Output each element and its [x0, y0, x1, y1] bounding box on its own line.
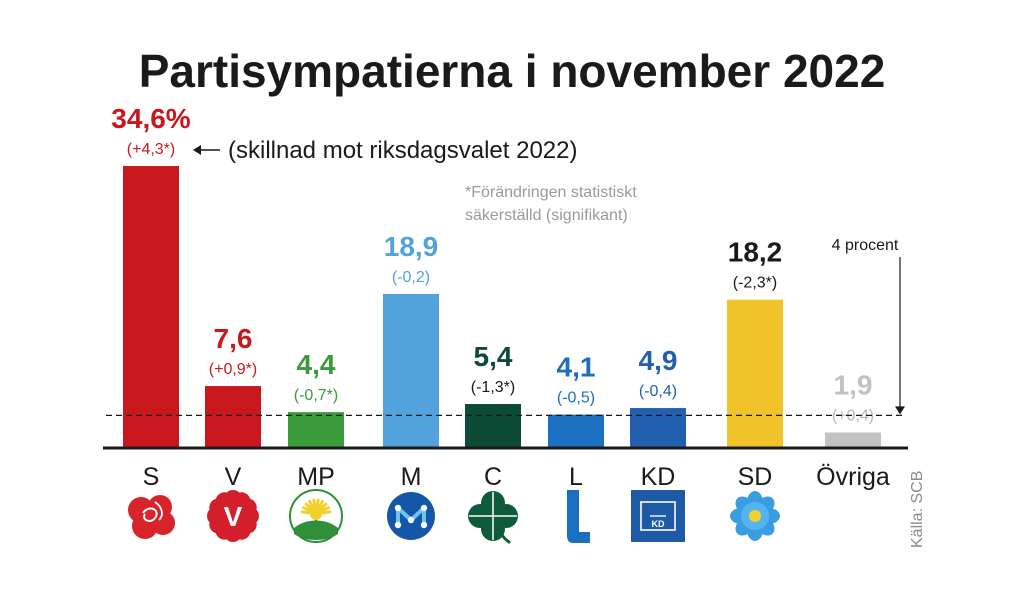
value-label-l: 4,1 — [557, 352, 596, 383]
bar-group-vriga: 1,9 (+0,4) Övriga — [816, 370, 890, 491]
category-label-v: V — [225, 463, 242, 491]
change-label-c: (-1,3*) — [471, 379, 515, 396]
change-label-kd: (-0,4) — [639, 383, 677, 400]
value-label-s: 34,6% — [111, 103, 190, 134]
bar-group-kd: 4,9 (-0,4) KD — [630, 345, 686, 491]
value-label-m: 18,9 — [384, 231, 439, 262]
change-label-v: (+0,9*) — [209, 361, 257, 378]
bar-v — [205, 386, 261, 448]
change-label-mp: (-0,7*) — [294, 387, 338, 404]
bar-group-sd: 18,2 (-2,3*) SD — [727, 237, 783, 491]
value-label-mp: 4,4 — [297, 349, 336, 380]
bar-mp — [288, 412, 344, 448]
source-credit: Källa: SCB — [909, 471, 926, 548]
threshold-label: 4 procent — [832, 237, 899, 254]
threshold-arrow-head — [895, 406, 905, 415]
sd-hepatica-icon — [730, 491, 780, 541]
bar-l — [548, 414, 604, 448]
value-label-kd: 4,9 — [639, 345, 678, 376]
category-label-l: L — [569, 463, 583, 491]
bar-kd — [630, 408, 686, 448]
bar-group-s: 34,6% (+4,3*) S — [111, 103, 190, 491]
change-label-vriga: (+0,4) — [832, 408, 874, 425]
value-label-v: 7,6 — [214, 323, 253, 354]
bar-s — [123, 166, 179, 448]
category-label-kd: KD — [641, 463, 676, 491]
change-explanation-arrow — [193, 145, 220, 155]
kd-logo-icon: KD — [631, 490, 685, 542]
change-label-l: (-0,5) — [557, 390, 595, 407]
category-label-c: C — [484, 463, 502, 491]
bar-vriga — [825, 432, 881, 448]
bar-m — [383, 293, 439, 448]
category-label-vriga: Övriga — [816, 463, 890, 491]
category-label-m: M — [401, 463, 422, 491]
bars: 34,6% (+4,3*) S 7,6 (+0,9*) V 4,4 (-0,7*) MP 18,9… — [111, 103, 890, 491]
value-label-sd: 18,2 — [728, 237, 783, 268]
bar-group-m: 18,9 (-0,2) M — [383, 231, 439, 491]
m-logo-icon — [387, 492, 435, 540]
footnote-line-1: *Förändringen statistiskt — [465, 184, 637, 201]
change-label-s: (+4,3*) — [127, 141, 175, 158]
footnote-line-2: säkerställd (signifikant) — [465, 207, 628, 224]
l-logo-icon — [567, 490, 590, 543]
bar-group-v: 7,6 (+0,9*) V — [205, 323, 261, 491]
mp-dandelion-icon — [289, 489, 343, 543]
category-label-s: S — [143, 463, 160, 491]
v-carnation-icon: V — [207, 490, 259, 542]
change-explanation: (skillnad mot riksdagsvalet 2022) — [228, 137, 578, 164]
change-label-sd: (-2,3*) — [733, 275, 777, 292]
c-clover-icon — [468, 491, 518, 544]
party-logos: V KD — [128, 489, 780, 544]
bar-group-c: 5,4 (-1,3*) C — [465, 341, 521, 491]
chart-title: Partisympatierna i november 2022 — [139, 45, 886, 97]
category-label-sd: SD — [738, 463, 773, 491]
bar-group-mp: 4,4 (-0,7*) MP — [288, 349, 344, 491]
change-label-m: (-0,2) — [392, 269, 430, 286]
value-label-vriga: 1,9 — [834, 370, 873, 401]
svg-text:V: V — [224, 501, 243, 532]
value-label-c: 5,4 — [474, 341, 513, 372]
s-rose-icon — [128, 495, 175, 539]
svg-text:KD: KD — [652, 519, 665, 529]
bar-sd — [727, 299, 783, 448]
bar-c — [465, 403, 521, 448]
bar-group-l: 4,1 (-0,5) L — [548, 352, 604, 491]
category-label-mp: MP — [297, 463, 335, 491]
